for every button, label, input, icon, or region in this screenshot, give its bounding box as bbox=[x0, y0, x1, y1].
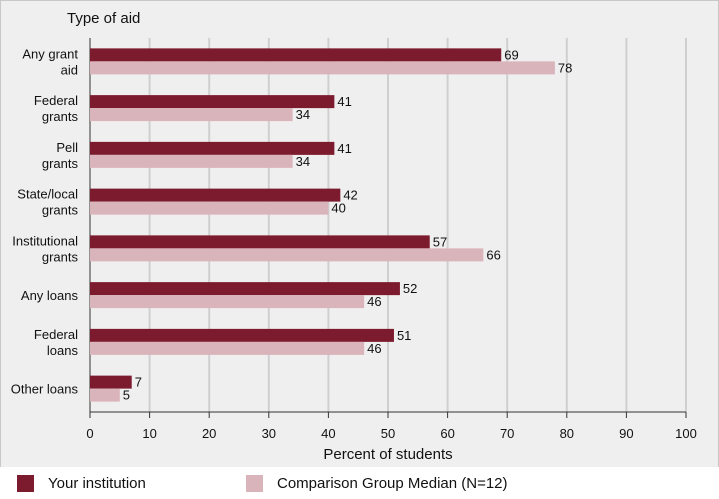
category-label-3-0: State/local bbox=[17, 187, 78, 202]
data-label-institution-5: 52 bbox=[403, 281, 417, 296]
category-label-3-1: grants bbox=[42, 203, 79, 218]
category-label-7-0: Other loans bbox=[11, 382, 79, 397]
bar-institution-1 bbox=[90, 95, 335, 109]
bar-comparison-1 bbox=[90, 108, 293, 122]
data-label-comparison-3: 40 bbox=[331, 201, 345, 216]
data-label-institution-4: 57 bbox=[433, 234, 447, 249]
data-label-comparison-2: 34 bbox=[296, 154, 310, 169]
category-label-2-1: grants bbox=[42, 156, 79, 171]
category-label-6-1: loans bbox=[47, 343, 79, 358]
legend-label-your-institution: Your institution bbox=[48, 475, 146, 492]
data-label-institution-3: 42 bbox=[343, 188, 357, 203]
bar-institution-0 bbox=[90, 48, 502, 62]
data-label-institution-0: 69 bbox=[504, 47, 518, 62]
category-label-4-0: Institutional bbox=[12, 233, 78, 248]
bar-institution-4 bbox=[90, 235, 430, 249]
category-label-2-0: Pell bbox=[56, 140, 78, 155]
data-label-comparison-6: 46 bbox=[367, 341, 381, 356]
legend-item-comparison-group: Comparison Group Median (N=12) bbox=[246, 475, 508, 492]
legend-swatch-comparison-group bbox=[246, 475, 263, 492]
x-tick-label-10: 10 bbox=[142, 426, 156, 441]
x-axis-title: Percent of students bbox=[323, 446, 452, 463]
bar-comparison-0 bbox=[90, 61, 555, 75]
bar-institution-5 bbox=[90, 282, 400, 296]
bar-institution-3 bbox=[90, 188, 341, 202]
data-label-comparison-7: 5 bbox=[123, 388, 130, 403]
data-label-institution-6: 51 bbox=[397, 328, 411, 343]
bar-chart: Type of aid 0 10 20 30 40 50 60 70 80 90 100 Percent… bbox=[11, 10, 697, 463]
bar-comparison-6 bbox=[90, 341, 365, 355]
category-label-0-0: Any grant bbox=[22, 46, 78, 61]
category-label-0-1: aid bbox=[61, 62, 78, 77]
category-label-6-0: Federal bbox=[34, 327, 78, 342]
data-label-institution-2: 41 bbox=[337, 141, 351, 156]
y-axis-title: Type of aid bbox=[67, 10, 140, 27]
legend: Your institution Comparison Group Median… bbox=[0, 467, 719, 499]
x-tick-label-30: 30 bbox=[262, 426, 276, 441]
x-tick-label-20: 20 bbox=[202, 426, 216, 441]
x-tick-label-40: 40 bbox=[321, 426, 335, 441]
x-tick-label-100: 100 bbox=[675, 426, 697, 441]
category-label-5-0: Any loans bbox=[21, 288, 79, 303]
x-tick-label-0: 0 bbox=[86, 426, 93, 441]
x-tick-label-80: 80 bbox=[560, 426, 574, 441]
bar-institution-7 bbox=[90, 375, 132, 389]
x-tick-label-70: 70 bbox=[500, 426, 514, 441]
data-label-comparison-4: 66 bbox=[486, 247, 500, 262]
data-label-institution-1: 41 bbox=[337, 94, 351, 109]
legend-swatch-your-institution bbox=[17, 475, 34, 492]
bar-institution-6 bbox=[90, 328, 394, 342]
bar-comparison-5 bbox=[90, 295, 365, 309]
category-label-4-1: grants bbox=[42, 249, 79, 264]
x-tick-label-90: 90 bbox=[619, 426, 633, 441]
bar-comparison-2 bbox=[90, 154, 293, 168]
data-label-comparison-1: 34 bbox=[296, 107, 310, 122]
x-tick-label-60: 60 bbox=[440, 426, 454, 441]
x-tick-label-50: 50 bbox=[381, 426, 395, 441]
data-label-comparison-5: 46 bbox=[367, 294, 381, 309]
plot-panel: Type of aid 0 10 20 30 40 50 60 70 80 90 100 Percent… bbox=[0, 0, 719, 468]
bar-institution-2 bbox=[90, 141, 335, 155]
bar-comparison-3 bbox=[90, 201, 329, 215]
category-label-1-0: Federal bbox=[34, 93, 78, 108]
legend-item-your-institution: Your institution bbox=[17, 475, 146, 492]
bar-comparison-7 bbox=[90, 388, 120, 402]
data-label-comparison-0: 78 bbox=[558, 60, 572, 75]
legend-label-comparison-group: Comparison Group Median (N=12) bbox=[277, 475, 508, 492]
data-label-institution-7: 7 bbox=[135, 375, 142, 390]
bar-comparison-4 bbox=[90, 248, 484, 262]
category-label-1-1: grants bbox=[42, 109, 79, 124]
